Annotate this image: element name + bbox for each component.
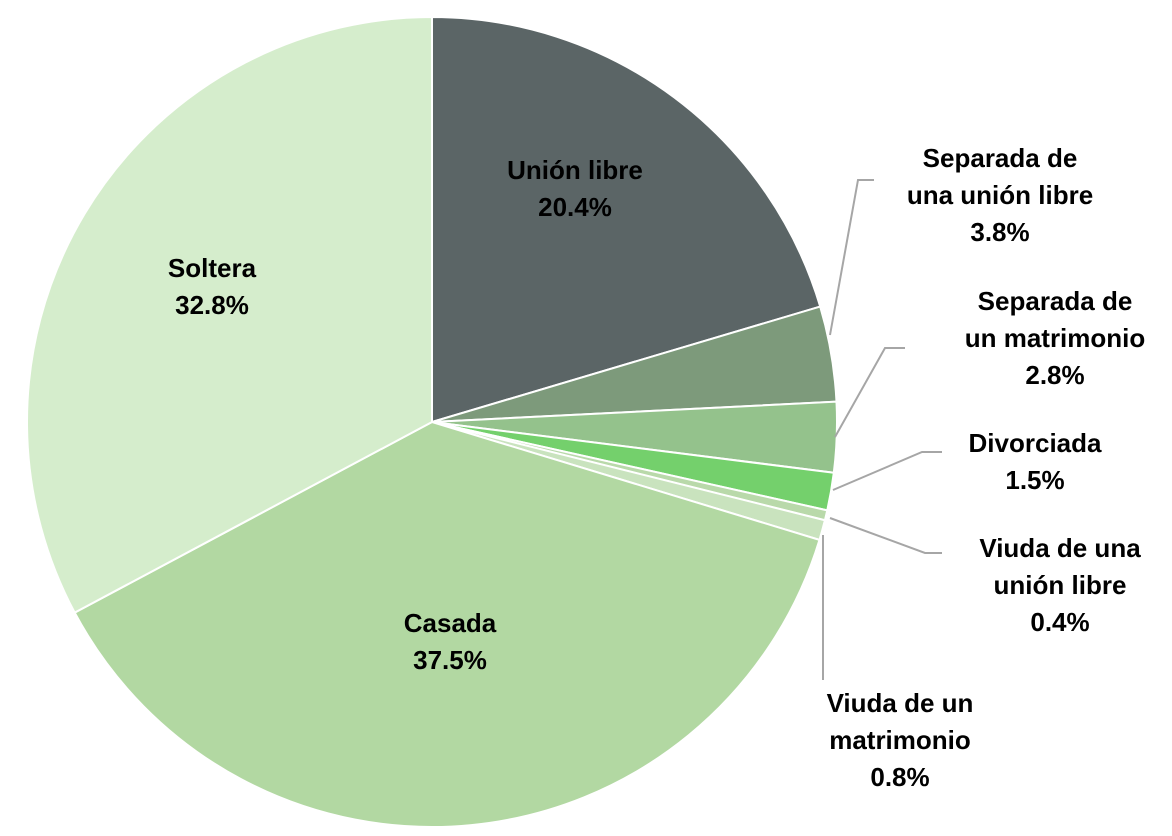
category-label: Separada de una unión libre <box>906 143 1094 210</box>
category-label: Divorciada <box>968 428 1102 458</box>
category-label: Separada de un matrimonio <box>964 286 1146 353</box>
value-label: 32.8% <box>175 290 249 320</box>
pie-slice <box>431 15 822 424</box>
slice-label: Unión libre 20.4% <box>507 152 643 226</box>
value-label: 20.4% <box>538 192 612 222</box>
value-label: 1.5% <box>1005 465 1065 495</box>
leader-line <box>832 451 942 491</box>
slice-label: Separada de una unión libre 3.8% <box>907 140 1093 251</box>
pie-slice <box>26 15 433 614</box>
slice-label: Viuda de un matrimonio 0.8% <box>827 685 974 796</box>
value-label: 0.4% <box>1030 607 1090 637</box>
slice-label: Separada de un matrimonio 2.8% <box>965 283 1146 394</box>
slice-label: Viuda de una unión libre 0.4% <box>979 530 1140 641</box>
slice-label: Divorciada 1.5% <box>969 425 1102 499</box>
category-label: Soltera <box>167 253 257 283</box>
slice-label: Soltera 32.8% <box>168 250 256 324</box>
category-label: Unión libre <box>507 155 643 185</box>
pie-slice <box>73 420 821 828</box>
slice-label: Casada 37.5% <box>404 605 497 679</box>
category-label: Viuda de un matrimonio <box>826 688 974 755</box>
value-label: 2.8% <box>1025 360 1085 390</box>
category-label: Casada <box>403 608 497 638</box>
leader-line <box>829 517 942 554</box>
value-label: 3.8% <box>970 217 1030 247</box>
value-label: 0.8% <box>870 762 930 792</box>
value-label: 37.5% <box>413 645 487 675</box>
leader-line <box>834 347 905 438</box>
leader-line <box>829 179 874 336</box>
category-label: Viuda de una unión libre <box>979 533 1141 600</box>
